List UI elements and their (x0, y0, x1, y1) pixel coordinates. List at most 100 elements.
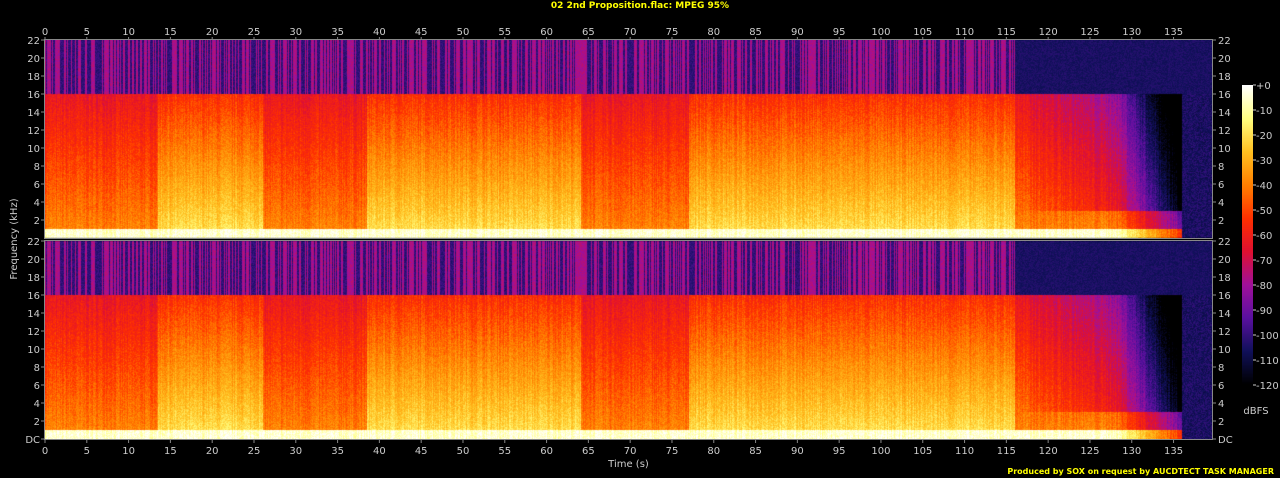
y-tick-label: DC (1218, 435, 1233, 446)
y-tick-label: 2 (1218, 216, 1224, 227)
x-tick-label: 55 (498, 27, 511, 38)
x-tick-label: 115 (997, 446, 1016, 457)
x-tick-label: 130 (1122, 27, 1141, 38)
x-axis-label: Time (s) (607, 459, 649, 470)
y-axis-label: Frequency (kHz) (9, 198, 20, 279)
x-tick-label: 30 (289, 27, 302, 38)
y-tick-label: 10 (27, 144, 40, 155)
y-tick-label: 20 (27, 54, 40, 65)
panel-frame-1 (44, 39, 1213, 239)
x-tick-label: 125 (1080, 446, 1099, 457)
x-tick-label: 60 (540, 446, 553, 457)
y-tick-label: 4 (1218, 399, 1224, 410)
x-tick-label: 25 (248, 446, 261, 457)
x-tick-label: 15 (164, 27, 177, 38)
x-tick-label: 35 (331, 27, 344, 38)
x-tick-label: 90 (791, 27, 804, 38)
x-tick-label: 5 (84, 27, 90, 38)
x-tick-label: 50 (457, 446, 470, 457)
y-tick-label: 10 (1218, 345, 1231, 356)
y-tick-label: 6 (34, 381, 40, 392)
x-tick-label: 20 (206, 446, 219, 457)
y-tick-label: 18 (27, 72, 40, 83)
x-tick-label: 10 (122, 446, 135, 457)
y-tick-label: 20 (1218, 255, 1231, 266)
x-tick-label: 20 (206, 27, 219, 38)
x-tick-label: 0 (42, 27, 48, 38)
colorbar-tick-label: -10 (1256, 106, 1272, 117)
y-tick-label: 10 (27, 345, 40, 356)
panel-frame-2 (44, 240, 1213, 440)
x-tick-label: 5 (84, 446, 90, 457)
colorbar-tick-label: -120 (1256, 381, 1279, 392)
y-tick-label: 14 (1218, 108, 1231, 119)
x-tick-label: 40 (373, 446, 386, 457)
x-tick-label: 35 (331, 446, 344, 457)
x-tick-label: 45 (415, 446, 428, 457)
colorbar-tick-label: +0 (1256, 81, 1271, 92)
y-tick-label: 6 (1218, 381, 1224, 392)
x-tick-label: 100 (871, 446, 890, 457)
colorbar-tick-label: -50 (1256, 206, 1272, 217)
x-tick-label: 110 (955, 446, 974, 457)
y-tick-label: 14 (1218, 309, 1231, 320)
x-tick-label: 10 (122, 27, 135, 38)
y-tick-label: 6 (34, 180, 40, 191)
y-tick-label: 4 (34, 399, 40, 410)
x-tick-label: 65 (582, 27, 595, 38)
y-tick-label: 16 (27, 291, 40, 302)
y-tick-label: 6 (1218, 180, 1224, 191)
y-tick-label: 12 (1218, 126, 1231, 137)
x-tick-label: 85 (749, 446, 762, 457)
x-tick-label: 80 (707, 27, 720, 38)
x-tick-label: 45 (415, 27, 428, 38)
chart-title: 02 2nd Proposition.flac: MPEG 95% (550, 1, 730, 11)
x-tick-label: 95 (833, 446, 846, 457)
y-tick-label: 16 (27, 90, 40, 101)
x-tick-label: 25 (248, 27, 261, 38)
spectrogram-plot (45, 40, 1212, 439)
y-tick-label: 12 (27, 126, 40, 137)
x-tick-label: 120 (1039, 27, 1058, 38)
x-tick-label: 125 (1080, 27, 1099, 38)
y-tick-label: 8 (1218, 363, 1224, 374)
x-tick-label: 110 (955, 27, 974, 38)
y-tick-label: 2 (1218, 417, 1224, 428)
y-tick-label: 14 (27, 108, 40, 119)
x-tick-label: 30 (289, 446, 302, 457)
x-tick-label: 120 (1039, 446, 1058, 457)
x-tick-label: 135 (1164, 27, 1183, 38)
x-tick-label: 135 (1164, 446, 1183, 457)
x-tick-label: 75 (666, 27, 679, 38)
x-tick-label: 130 (1122, 446, 1141, 457)
y-tick-label: 2 (34, 216, 40, 227)
credit-text: Produced by SOX on request by AUCDTECT T… (1007, 467, 1274, 476)
y-tick-label: 20 (1218, 54, 1231, 65)
x-tick-label: 60 (540, 27, 553, 38)
y-tick-label: DC (25, 435, 40, 446)
x-tick-label: 55 (498, 446, 511, 457)
y-tick-label: 8 (34, 162, 40, 173)
y-tick-label: 10 (1218, 144, 1231, 155)
colorbar (1242, 85, 1253, 385)
y-tick-label: 18 (1218, 72, 1231, 83)
y-tick-label: 2 (34, 417, 40, 428)
x-tick-label: 105 (913, 446, 932, 457)
y-tick-label: 8 (34, 363, 40, 374)
x-tick-label: 85 (749, 27, 762, 38)
colorbar-tick-label: -110 (1256, 356, 1279, 367)
y-tick-label: 12 (27, 327, 40, 338)
y-tick-label: 22 (1218, 237, 1231, 248)
x-tick-label: 50 (457, 27, 470, 38)
y-tick-label: 20 (27, 255, 40, 266)
colorbar-tick-label: -100 (1256, 331, 1279, 342)
x-tick-label: 75 (666, 446, 679, 457)
x-tick-label: 15 (164, 446, 177, 457)
x-tick-label: 70 (624, 446, 637, 457)
x-tick-label: 0 (42, 446, 48, 457)
x-tick-label: 70 (624, 27, 637, 38)
y-tick-label: 4 (34, 198, 40, 209)
y-tick-label: 8 (1218, 162, 1224, 173)
y-tick-label: 18 (27, 273, 40, 284)
